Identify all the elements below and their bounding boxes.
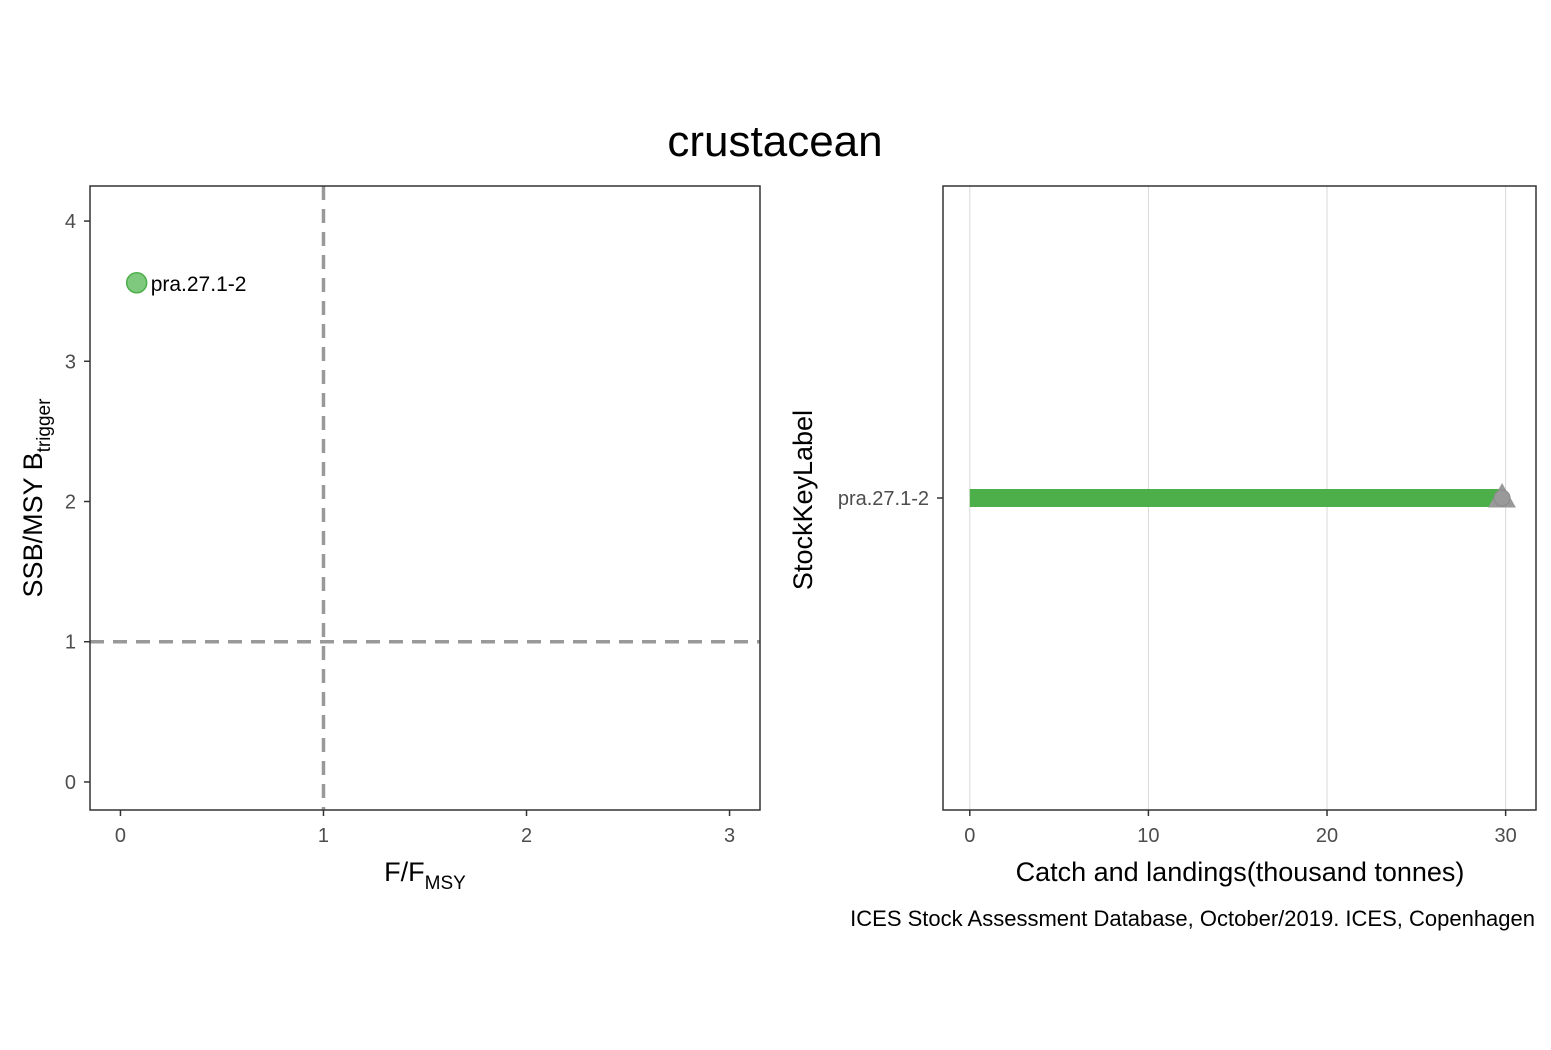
kobe-y-axis-title-main: SSB/MSY B: [18, 452, 48, 597]
catch-panel: 0 10 20 30 pra.27.1-2 Catch and landings(th…: [788, 185, 1537, 887]
chart-title: crustacean: [667, 117, 882, 166]
x-tick-label: 3: [724, 825, 735, 847]
y-tick-label: 2: [65, 492, 76, 514]
x-tick-label: 10: [1137, 825, 1159, 847]
kobe-x-axis-title-subscript: MSY: [425, 873, 467, 894]
catch-x-axis-title: Catch and landings(thousand tonnes): [1016, 857, 1465, 887]
y-tick-label: 1: [65, 632, 76, 654]
x-tick-label: 0: [964, 825, 975, 847]
kobe-y-axis-title: SSB/MSY Btrigger: [18, 398, 55, 598]
kobe-y-axis-title-subscript: trigger: [34, 398, 55, 453]
kobe-x-axis-title: F/FMSY: [384, 857, 466, 894]
x-tick-label: 0: [115, 825, 126, 847]
source-caption: ICES Stock Assessment Database, October/…: [850, 906, 1535, 931]
kobe-panel-border: [89, 185, 761, 811]
catch-bar: [969, 489, 1503, 507]
y-tick-label: 0: [65, 772, 76, 794]
x-tick-label: 2: [521, 825, 532, 847]
y-tick-label: 4: [65, 211, 76, 233]
catch-bars: [969, 482, 1516, 508]
kobe-plot-background: [90, 186, 760, 810]
stock-point-label: pra.27.1-2: [151, 273, 247, 296]
catch-y-axis-title: StockKeyLabel: [788, 410, 818, 590]
kobe-x-axis: 0 1 2 3: [115, 810, 735, 847]
catch-y-axis: pra.27.1-2: [838, 488, 943, 510]
kobe-panel: pra.27.1-2 0 1 2 3 0 1 2 3 4 F/FMSY SSB/MSY Btr…: [18, 185, 761, 894]
kobe-y-axis: 0 1 2 3 4: [65, 211, 90, 794]
x-tick-label: 1: [318, 825, 329, 847]
y-tick-label: 3: [65, 351, 76, 373]
x-tick-label: 20: [1316, 825, 1338, 847]
catch-circle-marker: [1493, 489, 1511, 507]
kobe-points: pra.27.1-2: [125, 272, 247, 296]
catch-x-axis: 0 10 20 30: [964, 810, 1517, 847]
y-tick-label: pra.27.1-2: [838, 488, 929, 510]
stock-point: [125, 272, 148, 294]
kobe-x-axis-title-main: F/F: [384, 857, 425, 887]
x-tick-label: 30: [1495, 825, 1517, 847]
reference-lines: [90, 186, 760, 810]
